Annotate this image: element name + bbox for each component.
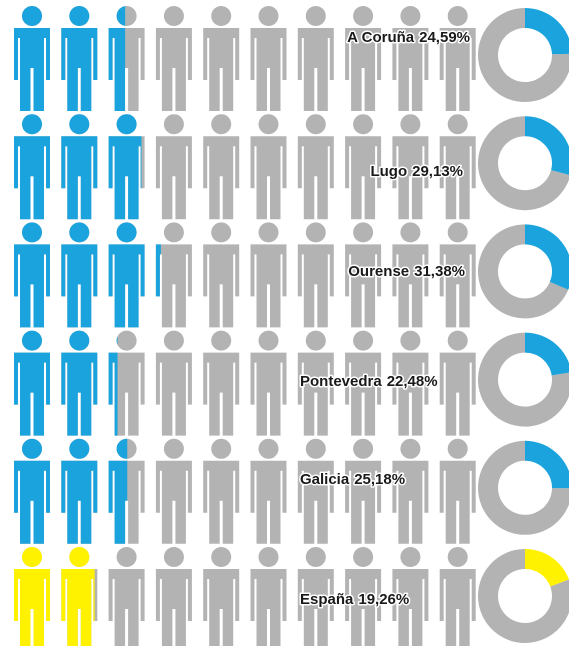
donut-rest [477,549,569,643]
category-label: España [300,591,354,608]
pictogram-row: Galicia 25,18% [14,438,569,544]
donut-value [525,116,569,175]
pictogram-row: Ourense 31,38% [14,222,569,328]
person-icon-rest [14,438,476,544]
pictogram-row: España 19,26% [14,547,569,646]
donut-rest [478,332,569,427]
person-icon-filled [14,222,161,328]
donut-rest [478,116,569,211]
value-label: 24,59% [419,29,470,46]
donut-rest [478,440,569,535]
category-label: A Coruña [347,29,415,46]
row-label: Pontevedra 22,48% [300,373,438,390]
person-icon-filled [14,114,142,220]
person-icon-filled [14,438,128,544]
category-label: Pontevedra [300,373,382,390]
donut-value [525,440,569,489]
value-label: 31,38% [414,263,465,280]
donut-value [525,332,569,376]
person-icon-filled [14,547,95,646]
category-label: Ourense [348,263,409,280]
value-label: 22,48% [387,373,438,390]
row-label: Ourense 31,38% [348,263,465,280]
donut-rest [478,8,569,102]
person-icon-rest [14,6,476,111]
person-icon-filled [14,330,118,436]
value-label: 29,13% [412,163,463,180]
person-icon-rest [14,330,476,436]
value-label: 19,26% [358,591,409,608]
person-icon-rest [14,547,476,646]
donut-value [525,8,569,55]
person-icon-filled [14,6,126,111]
donut-rest [478,224,569,319]
pictogram-row: Pontevedra 22,48% [14,330,569,436]
row-label: Lugo 29,13% [370,163,463,180]
donut-value [525,549,569,587]
row-label: A Coruña 24,59% [347,29,470,46]
category-label: Lugo [370,163,407,180]
donut-value [525,224,569,290]
row-label: España 19,26% [300,591,409,608]
value-label: 25,18% [354,471,405,488]
pictogram-row: Lugo 29,13% [14,114,569,220]
category-label: Galicia [300,471,350,488]
row-label: Galicia 25,18% [300,471,405,488]
pictogram-row: A Coruña 24,59% [14,6,569,111]
